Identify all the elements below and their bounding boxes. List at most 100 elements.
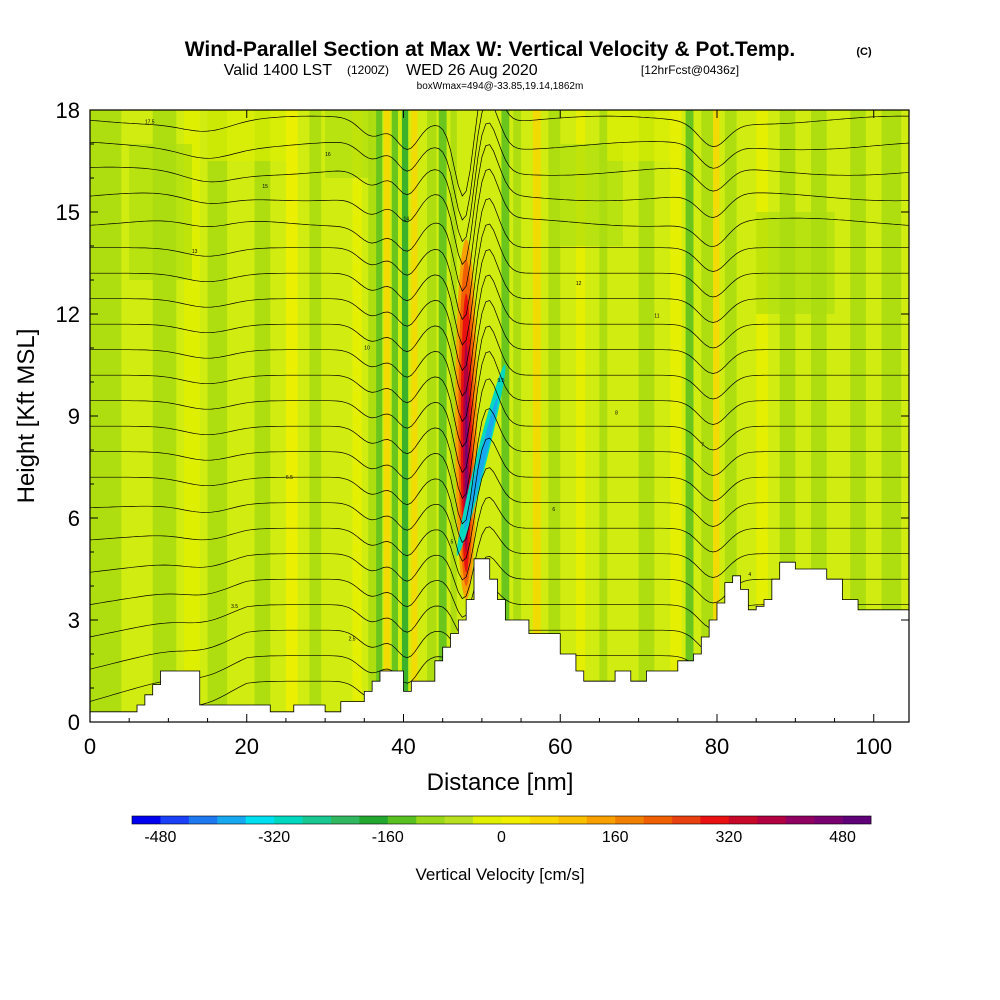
colorbar-swatch [728,816,758,824]
box-wmax-info: boxWmax=494@-33.85,19.14,1862m [417,81,584,92]
theta-contour [90,325,909,448]
velocity-band [411,110,418,722]
velocity-band [501,110,510,722]
x-tick-label: 20 [235,734,259,759]
y-tick-label: 0 [68,710,80,735]
contour-label: 6 [552,507,555,513]
colorbar-swatch [217,816,246,824]
colorbar-swatch [444,816,474,824]
velocity-band [207,110,228,722]
velocity-band [881,110,902,722]
velocity-band [638,110,655,722]
colorbar-tick-label: 320 [716,829,743,846]
theta-contour [90,300,909,423]
colorbar-swatch [814,816,843,824]
chart-title-suffix: (C) [856,46,872,58]
valid-date: WED 26 Aug 2020 [406,62,538,79]
theta-contour [90,467,909,562]
contour-label: 4 [748,572,751,578]
velocity-band [368,110,377,722]
theta-contour [90,274,909,397]
contour-label: 5 [451,540,454,546]
velocity-patch [129,144,192,280]
contour-label: 8 [615,410,618,416]
colorbar-swatch [842,816,872,824]
x-axis: 0 20 40 60 80 100 [84,110,892,759]
colorbar-swatch [245,816,275,824]
velocity-band [575,110,586,722]
x-tick-label: 100 [855,734,892,759]
velocity-band [427,110,437,722]
theta-contour [90,351,909,474]
velocity-band [352,110,362,722]
colorbar-tick-label: -480 [144,829,176,846]
y-tick-label: 9 [68,404,80,429]
y-tick-label: 18 [56,98,80,123]
velocity-band [701,110,714,722]
theta-contour [90,496,909,581]
colorbar [131,815,872,825]
colorbar-tick-label: 480 [829,829,856,846]
colorbar-swatch [757,816,787,824]
colorbar-swatch [416,816,445,824]
y-axis-label: Height [Kft MSL] [13,329,40,504]
y-tick-label: 3 [68,608,80,633]
downdraft-contour [464,397,498,530]
theta-contour [90,378,909,499]
contour-label: 17.5 [145,120,155,126]
colorbar-swatch [473,816,502,824]
forecast-info: [12hrFcst@0436z] [641,63,739,77]
colorbar-swatch [615,816,644,824]
velocity-field [90,110,902,722]
contour-label: 6.5 [286,475,293,481]
contour-label: 16 [325,152,331,158]
colorbar-swatch [274,816,303,824]
theta-contour [90,110,909,197]
velocity-band [713,110,720,722]
contour-label: 12 [576,281,582,287]
velocity-band [285,110,298,722]
theta-contour [90,198,909,321]
valid-time: Valid 1400 LST [224,62,332,79]
colorbar-swatch [558,816,588,824]
theta-contour [90,249,909,372]
colorbar-swatch [643,816,673,824]
velocity-band [438,110,447,722]
contour-label: 13 [192,249,198,255]
theta-contour [90,110,909,221]
colorbar-swatch [359,816,389,824]
colorbar-tick-label: -160 [372,829,404,846]
velocity-band [756,110,768,722]
velocity-band [532,110,541,722]
y-tick-label: 6 [68,506,80,531]
contour-label: 3.5 [231,604,238,610]
contour-label: 9.5 [498,378,505,384]
y-tick-label: 15 [56,200,80,225]
velocity-band [599,110,608,722]
velocity-patch [207,110,286,161]
contour-label: 11 [654,313,659,319]
velocity-band [401,110,409,722]
x-tick-label: 60 [548,734,572,759]
colorbar-swatch [672,816,701,824]
velocity-band [669,110,682,722]
colorbar-tick-label: 0 [497,829,506,846]
theta-contour [90,526,909,600]
contour-label: 7 [701,443,704,449]
contour-label: 10 [364,346,370,352]
velocity-band [685,110,694,722]
velocity-band [548,110,561,722]
colorbar-tick-label: -320 [258,829,290,846]
colorbar-swatch [188,816,218,824]
colorbar-swatch [700,816,730,824]
theta-contour [90,437,909,544]
velocity-band [383,110,391,722]
colorbar-swatch [387,816,417,824]
y-tick-label: 12 [56,302,80,327]
theta-contour [90,144,909,266]
colorbar-swatch [132,816,161,824]
contour-label: 15 [262,184,268,190]
contour-label: 14 [403,217,409,223]
theta-contour [90,168,909,292]
